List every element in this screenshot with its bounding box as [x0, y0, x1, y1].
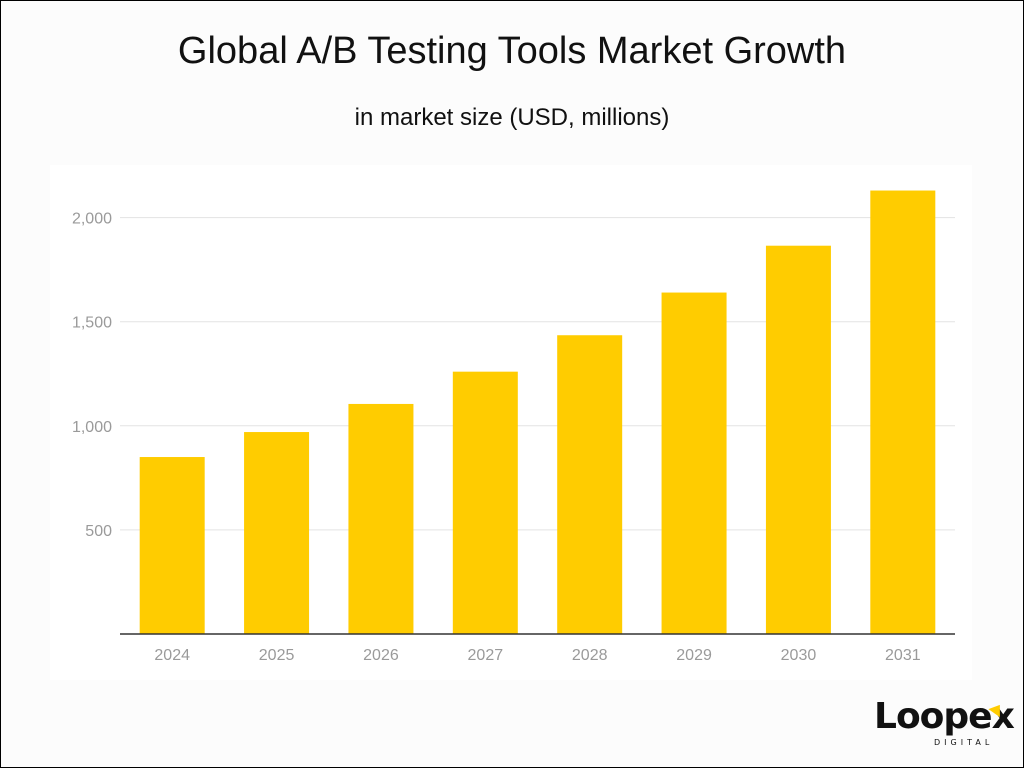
bar-2027 — [452, 371, 518, 634]
y-tick-label: 1,000 — [72, 419, 112, 436]
bar-2028 — [557, 335, 623, 634]
loopex-logo: Loopex DIGITAL — [874, 696, 1015, 750]
x-tick-label: 2028 — [572, 647, 608, 664]
chart-title: Global A/B Testing Tools Market Growth — [177, 30, 847, 72]
chart-subtitle: in market size (USD, millions) — [354, 104, 670, 131]
bar-2030 — [765, 245, 831, 634]
x-tick-label: 2024 — [154, 647, 190, 664]
x-tick-label: 2029 — [676, 647, 712, 664]
y-tick-label: 2,000 — [72, 211, 112, 228]
y-tick-label: 1,500 — [72, 315, 112, 332]
bar-2024 — [139, 457, 205, 634]
x-tick-label: 2027 — [468, 647, 504, 664]
bar-2029 — [661, 292, 727, 634]
x-tick-label: 2025 — [259, 647, 295, 664]
bar-2031 — [870, 190, 936, 634]
y-tick-label: 500 — [85, 523, 112, 540]
x-tick-label: 2026 — [363, 647, 399, 664]
x-tick-label: 2030 — [781, 647, 817, 664]
bar-2026 — [348, 403, 414, 634]
x-tick-label: 2031 — [885, 647, 921, 664]
bar-2025 — [244, 432, 310, 634]
logo-subtitle: DIGITAL — [934, 738, 994, 747]
logo-wordmark: Loopex — [874, 696, 1015, 737]
